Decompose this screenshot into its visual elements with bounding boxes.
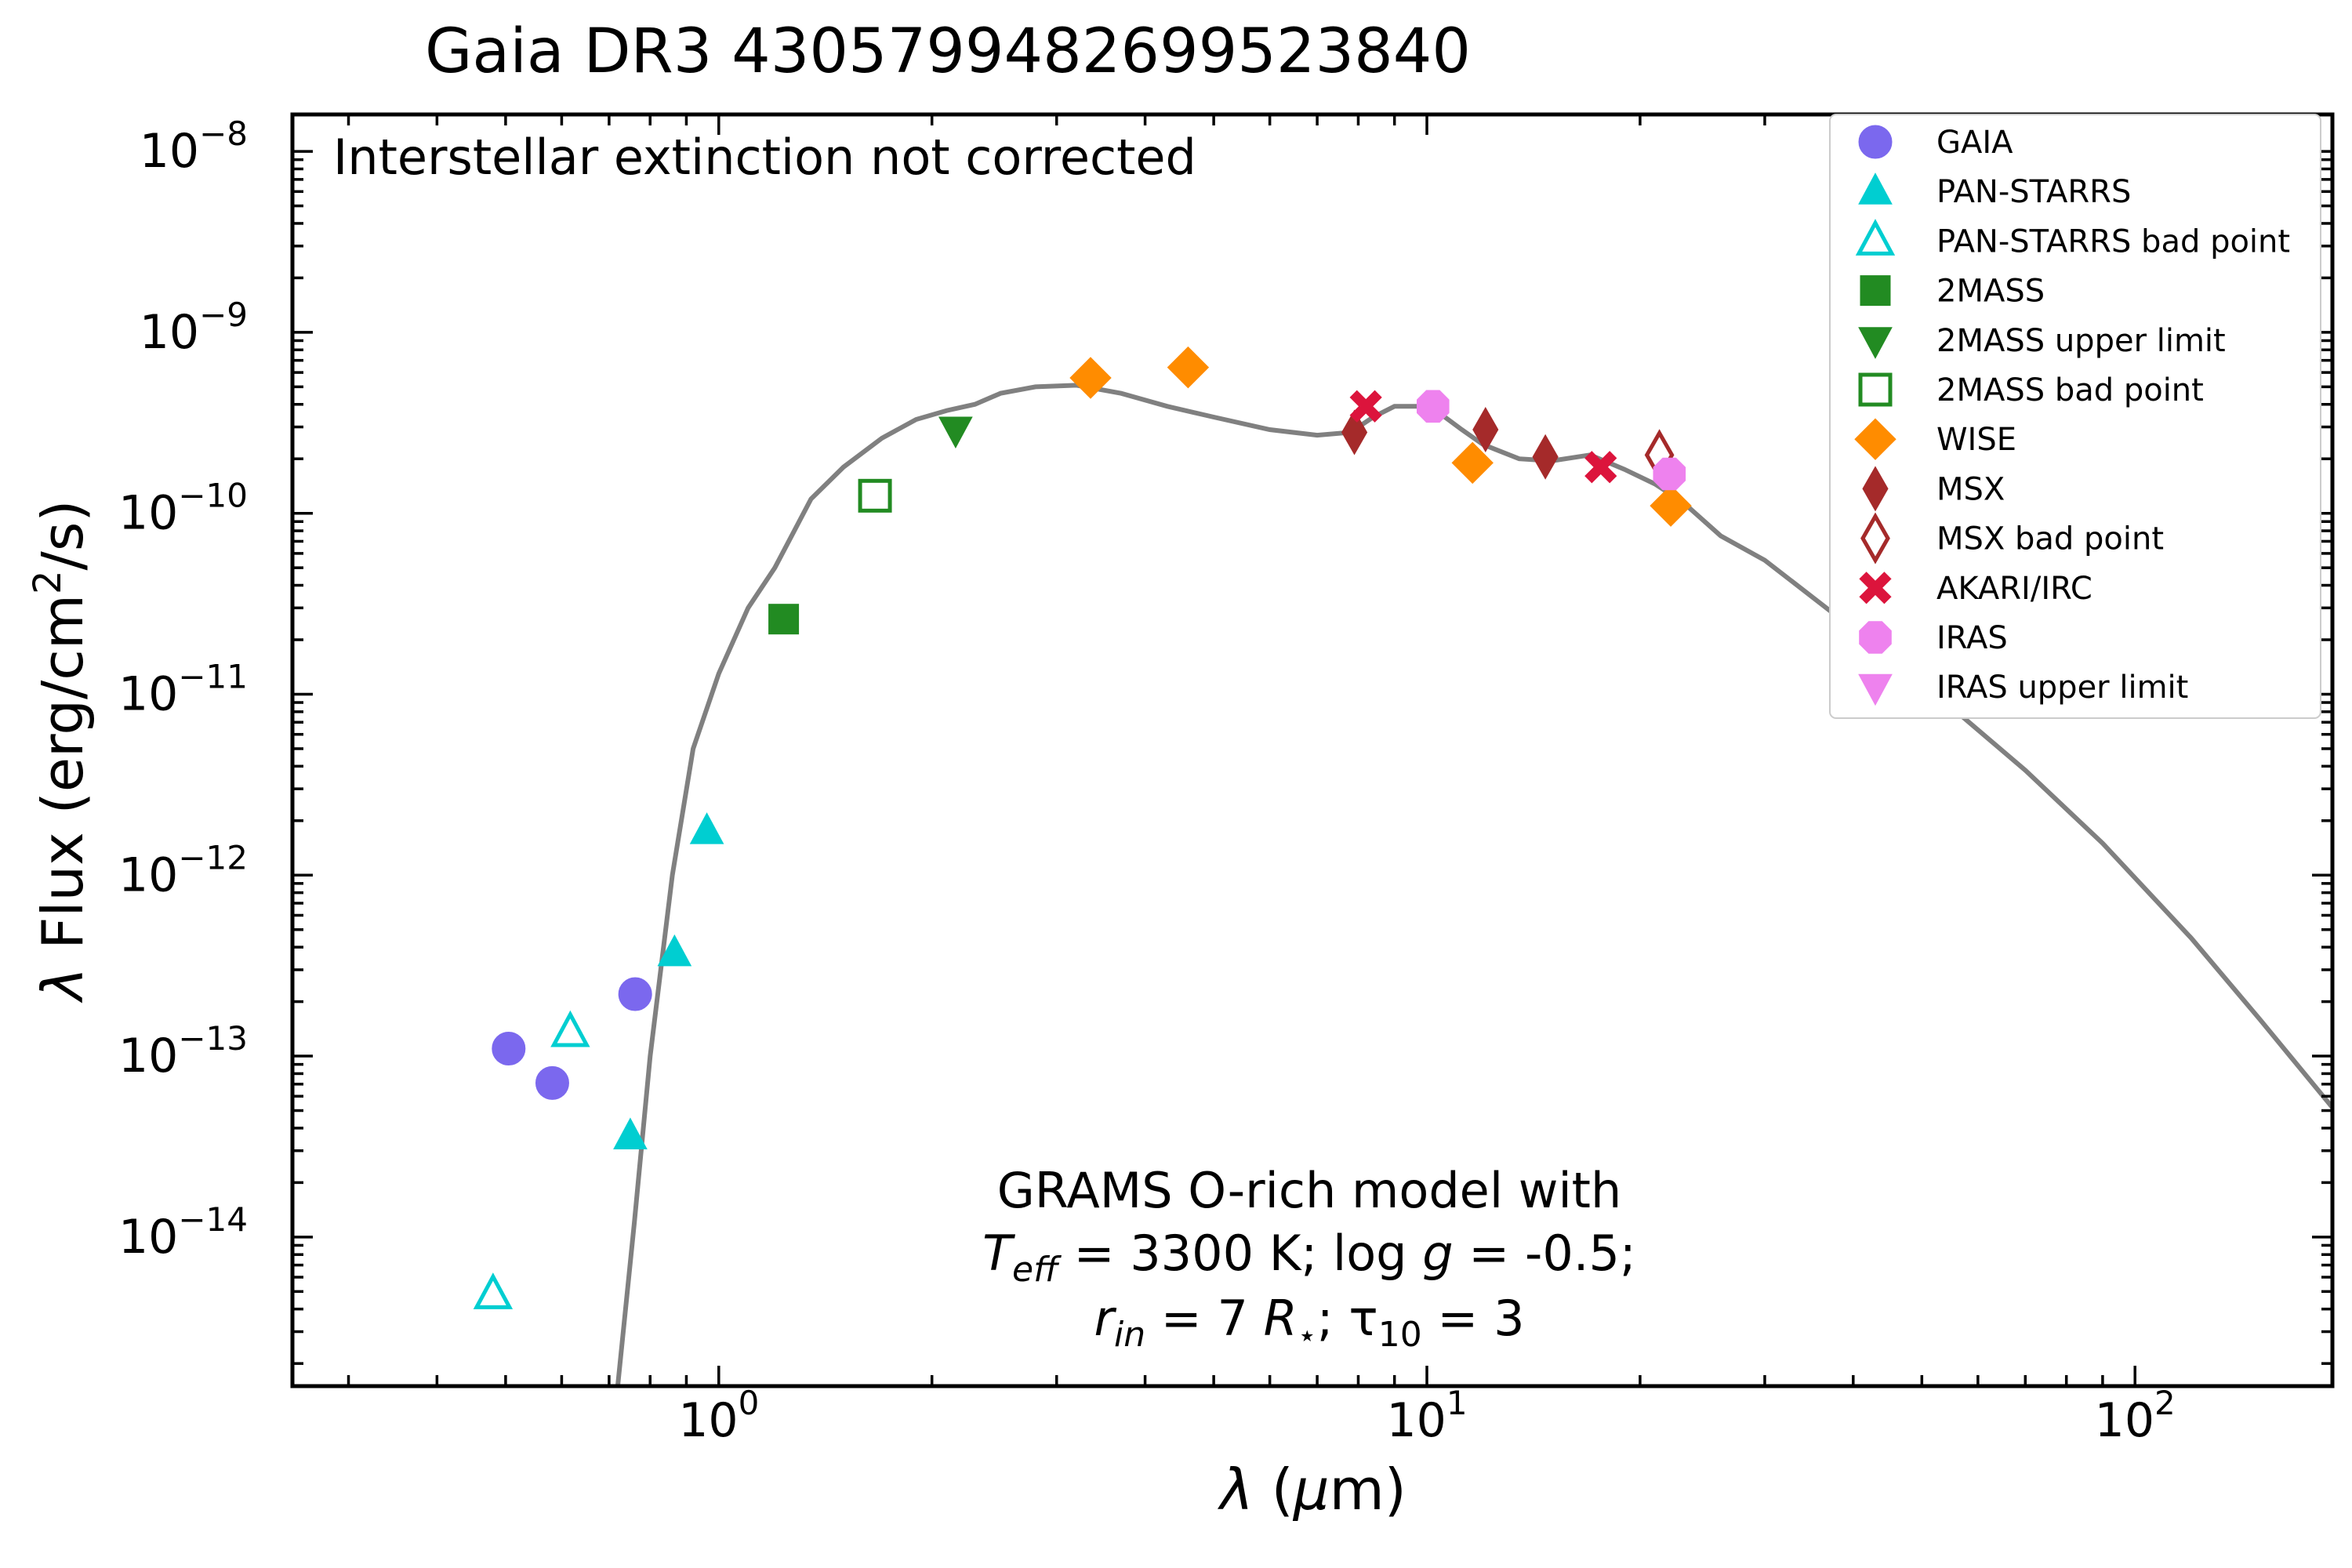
2mass-bad-point-point-0 [858,478,892,513]
legend-label: 2MASS [1936,274,2045,310]
legend-marker [1859,572,1892,604]
akari-irc-point-1 [1584,451,1617,484]
legend-entry: MSX bad point [1860,512,2164,564]
legend-marker [1860,275,1891,307]
legend-entry: WISE [1854,418,2016,460]
wise-point-2 [1451,441,1494,485]
y-tick-label: 10−14 [118,1200,248,1265]
legend-box [1829,114,2321,719]
model-line-3: rin = 7 R⋆; τ10 = 3 [1094,1290,1524,1355]
legend-label: IRAS upper limit [1936,670,2188,706]
legend-label: WISE [1936,422,2016,458]
legend-label: 2MASS bad point [1936,372,2204,408]
model-line-1: GRAMS O-rich model with [997,1162,1622,1219]
annotation-model: GRAMS O-rich model with Teff = 3300 K; l… [982,1162,1636,1355]
legend-marker [1858,372,1893,407]
pan-starrs-bad-point-point-1 [550,1010,590,1047]
gaia-point-2 [618,977,652,1011]
axis-tick-labels: 100 101 102 10−8 10−9 10−10 10−11 10−12 10−13 10−… [118,114,2176,1448]
legend-marker [1858,125,1893,159]
annotation-extinction: Interstellar extinction not corrected [333,129,1196,186]
gaia-point-1 [535,1065,569,1100]
pan-starrs-point-0 [613,1117,648,1149]
y-tick-label: 10−11 [118,657,248,721]
pan-starrs-point-2 [689,812,724,844]
data-points-layer [473,223,2140,1309]
x-axis-label: λ (μm) [1217,1457,1406,1523]
legend-marker [1858,172,1893,205]
legend-entries: GAIA PAN-STARRS PAN-STARRS bad point 2MASS 2… [1854,125,2290,706]
msx-point-1 [1472,406,1499,452]
2mass-upper-limit-point-0 [938,416,973,449]
legend-marker [1855,219,1896,256]
iras-point-1 [1653,457,1686,491]
pan-starrs-point-1 [657,934,692,967]
legend-entry: PAN-STARRS [1858,172,2131,210]
chart-title: Gaia DR3 4305799482699523840 [425,16,1471,87]
legend-label: GAIA [1936,125,2013,161]
legend-label: PAN-STARRS [1936,174,2131,210]
akari-irc-point-0 [1349,390,1382,423]
2mass-point-0 [768,604,800,635]
wise-point-0 [1069,357,1112,399]
msx-point-0 [1341,409,1368,456]
legend-marker [1854,418,1896,460]
model-curve-layer [615,383,2332,1386]
y-axis-label: λ Flux (erg/cm2/s) [26,500,96,1004]
legend-marker [1860,512,1890,564]
x-tick-label: 102 [2095,1384,2176,1448]
legend-entry: AKARI/IRC [1859,571,2092,607]
x-tick-label: 100 [678,1384,759,1448]
legend: GAIA PAN-STARRS PAN-STARRS bad point 2MASS 2… [1829,114,2321,719]
legend-label: 2MASS upper limit [1936,323,2226,359]
legend-marker [1858,673,1893,706]
y-tick-label: 10−13 [118,1019,248,1083]
iras-point-0 [1417,390,1450,423]
legend-entry: MSX [1862,466,2005,512]
legend-entry: 2MASS bad point [1858,372,2204,408]
legend-entry: IRAS [1859,620,2008,656]
legend-label: AKARI/IRC [1936,571,2092,607]
y-tick-label: 10−9 [140,296,248,360]
legend-entry: PAN-STARRS bad point [1855,219,2290,260]
legend-entry: 2MASS upper limit [1858,323,2226,359]
legend-entry: 2MASS [1860,274,2045,310]
plot-frame [290,112,2335,1388]
legend-entry: IRAS upper limit [1858,670,2188,706]
y-tick-label: 10−8 [140,114,248,179]
legend-marker [1859,621,1892,654]
axis-ticks [292,114,2332,1386]
legend-label: MSX bad point [1936,521,2164,557]
legend-label: PAN-STARRS bad point [1936,223,2290,260]
legend-label: IRAS [1936,620,2008,656]
legend-label: MSX [1936,471,2005,507]
wise-point-3 [1650,485,1692,527]
gaia-point-0 [492,1032,526,1066]
x-tick-label: 101 [1386,1384,1467,1448]
msx-point-2 [1532,434,1559,480]
y-tick-label: 10−10 [118,477,248,541]
y-tick-label: 10−12 [118,838,248,902]
legend-marker [1858,327,1893,359]
model-line-2: Teff = 3300 K; log g = -0.5; [982,1225,1636,1290]
pan-starrs-bad-point-point-0 [473,1272,514,1309]
model-curve [615,383,2332,1386]
legend-marker [1862,466,1889,512]
wise-point-1 [1167,346,1210,389]
legend-entry: GAIA [1858,125,2013,161]
